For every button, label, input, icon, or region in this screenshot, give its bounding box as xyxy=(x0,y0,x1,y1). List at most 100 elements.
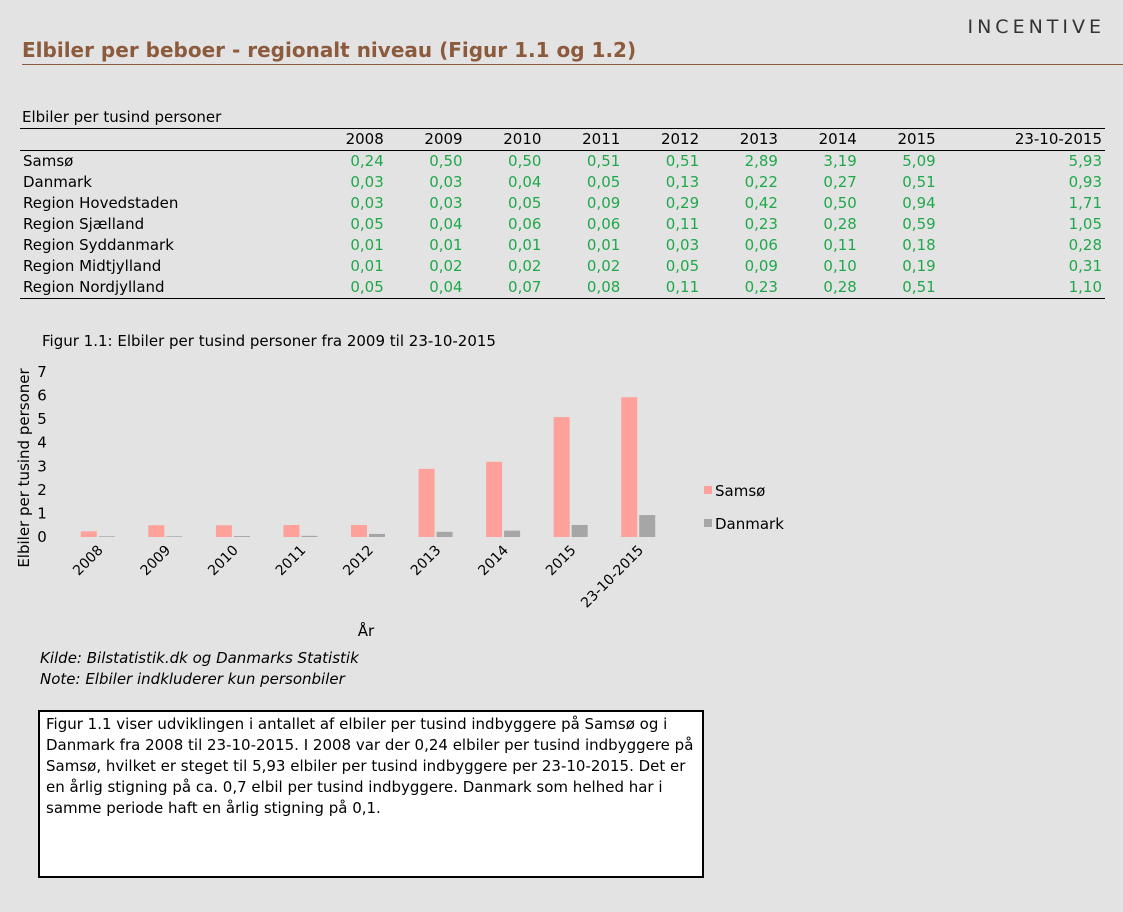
table-header-row: 2008 2009 2010 2011 2012 2013 2014 2015 … xyxy=(20,128,1105,151)
table-cell: 0,51 xyxy=(902,173,936,191)
table-cell: 0,42 xyxy=(744,194,778,212)
bar-samso xyxy=(351,524,367,537)
table-cell: 0,09 xyxy=(744,257,778,275)
table-header-cell: 2014 xyxy=(780,128,860,151)
table-cell: 0,01 xyxy=(350,236,384,254)
table-cell: 0,24 xyxy=(350,152,384,170)
y-tick-label: 5 xyxy=(37,410,47,428)
bar-danmark xyxy=(436,531,453,537)
chart-title: Figur 1.1: Elbiler per tusind personer f… xyxy=(42,332,496,350)
table-cell: 0,13 xyxy=(665,173,700,191)
legend-swatch xyxy=(704,519,712,527)
row-label: Danmark xyxy=(23,173,92,191)
bar-samso xyxy=(418,468,435,537)
table-header-blank xyxy=(20,128,308,151)
table-cell: 0,03 xyxy=(350,173,384,191)
legend-label: Danmark xyxy=(715,515,784,533)
x-tick-label: 2014 xyxy=(475,542,512,579)
table-cell: 0,06 xyxy=(744,236,778,254)
table-row: Region Sjælland 0,05 0,04 0,06 0,06 0,11 0,23 0… xyxy=(20,214,1105,235)
table-cell: 0,19 xyxy=(902,257,936,275)
table-header-cell: 2009 xyxy=(386,128,466,151)
table-cell: 0,51 xyxy=(665,152,700,170)
table-row: Region Midtjylland 0,01 0,02 0,02 0,02 0,05 0,… xyxy=(20,256,1105,277)
table-cell: 0,59 xyxy=(902,215,936,233)
table-header-cell: 23-10-2015 xyxy=(938,128,1105,151)
table-cell: 0,28 xyxy=(1068,236,1102,254)
table-cell: 0,23 xyxy=(702,277,781,299)
bar-danmark xyxy=(233,536,250,537)
table-row: Region Hovedstaden 0,03 0,03 0,05 0,09 0,29 0,… xyxy=(20,193,1105,214)
row-label: Region Hovedstaden xyxy=(23,194,179,212)
source-text: Kilde: Bilstatistik.dk og Danmarks Stati… xyxy=(40,649,359,667)
table-cell: 0,03 xyxy=(429,173,463,191)
table-cell: 0,94 xyxy=(902,194,936,212)
table-cell: 0,11 xyxy=(823,236,857,254)
table-header-cell: 2013 xyxy=(702,128,781,151)
table-cell: 0,01 xyxy=(508,236,542,254)
table-cell: 0,28 xyxy=(823,215,857,233)
table-body: Samsø 0,24 0,50 0,50 0,51 0,51 2,89 3,19 5,09 5,9… xyxy=(20,151,1105,299)
row-label: Region Midtjylland xyxy=(23,257,162,275)
table-cell: 0,31 xyxy=(1068,257,1102,275)
table-cell: 0,03 xyxy=(429,194,463,212)
y-axis-label: Elbiler per tusind personer xyxy=(15,368,33,568)
x-tick-label: 2015 xyxy=(543,543,580,580)
table-row: Region Nordjylland 0,05 0,04 0,07 0,08 0,11 0,… xyxy=(20,277,1105,299)
table-cell: 0,22 xyxy=(744,173,778,191)
table-cell: 0,05 xyxy=(350,215,384,233)
table-cell: 0,09 xyxy=(586,194,621,212)
table-header-cell: 2011 xyxy=(544,128,624,151)
y-tick-label: 0 xyxy=(37,528,47,546)
table-cell: 0,03 xyxy=(350,194,384,212)
x-tick-label: 23-10-2015 xyxy=(578,543,647,612)
table-cell: 0,27 xyxy=(823,173,857,191)
table-header-cell: 2010 xyxy=(465,128,545,151)
table-cell: 1,10 xyxy=(938,277,1105,299)
legend-swatch xyxy=(704,486,712,494)
y-tick-label: 7 xyxy=(37,363,47,381)
x-tick-label: 2013 xyxy=(408,543,445,580)
bar-samso xyxy=(553,417,570,537)
table-cell: 0,29 xyxy=(665,194,700,212)
table-cell: 0,51 xyxy=(586,152,621,170)
bar-danmark xyxy=(98,536,115,537)
x-tick-label: 2011 xyxy=(273,543,310,580)
bar-samso xyxy=(80,531,97,537)
bar-danmark xyxy=(369,533,385,537)
title-divider xyxy=(22,64,1123,65)
bar-samso xyxy=(486,461,503,537)
table-cell: 0,02 xyxy=(429,257,463,275)
table-cell: 0,28 xyxy=(780,277,860,299)
table-cell: 3,19 xyxy=(823,152,857,170)
table-cell: 1,71 xyxy=(1068,194,1102,212)
table-header-cell: 2015 xyxy=(859,128,939,151)
table-cell: 0,05 xyxy=(665,257,700,275)
table-cell: 0,93 xyxy=(1068,173,1102,191)
table-cell: 0,50 xyxy=(508,152,542,170)
table-cell: 0,11 xyxy=(665,215,700,233)
table-cell: 0,02 xyxy=(508,257,542,275)
x-tick-label: 2008 xyxy=(70,543,107,580)
row-label: Region Sjælland xyxy=(23,215,145,233)
table-cell: 0,04 xyxy=(508,173,542,191)
table-cell: 0,23 xyxy=(744,215,778,233)
table-cell: 0,08 xyxy=(544,277,624,299)
bar-samso xyxy=(215,525,232,537)
bar-samso xyxy=(148,525,165,537)
table-cell: 0,51 xyxy=(859,277,939,299)
table-row: Danmark 0,03 0,03 0,04 0,05 0,13 0,22 0,27 0,51 0… xyxy=(20,172,1105,193)
table-cell: 0,50 xyxy=(429,152,463,170)
bar-danmark xyxy=(301,535,318,537)
table-cell: 0,02 xyxy=(586,257,621,275)
table-header-cell: 2012 xyxy=(623,128,703,151)
table-cell: 1,05 xyxy=(1068,215,1102,233)
table-cell: 0,05 xyxy=(307,277,387,299)
table-row: Samsø 0,24 0,50 0,50 0,51 0,51 2,89 3,19 5,09 5,9… xyxy=(20,151,1105,173)
bar-danmark xyxy=(504,530,521,537)
note-text: Note: Elbiler indkluderer kun personbile… xyxy=(40,670,345,688)
table-cell: 0,05 xyxy=(508,194,542,212)
table-cell: 0,10 xyxy=(823,257,857,275)
bar-danmark xyxy=(639,515,656,537)
